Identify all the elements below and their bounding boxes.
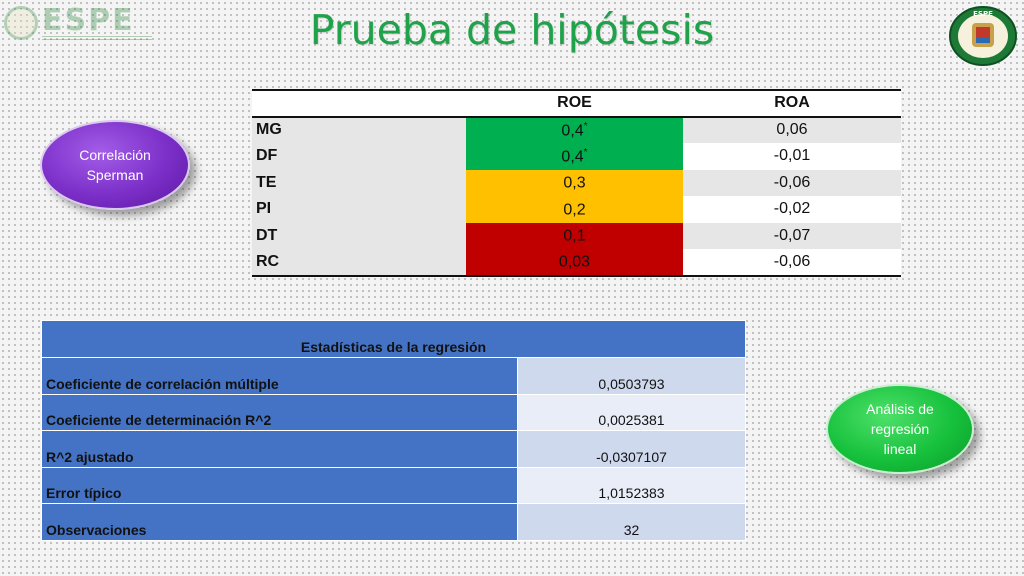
roe-value: 0,3 [563, 174, 586, 192]
table-row: Observaciones 32 [41, 503, 746, 541]
correlation-badge-label: Correlación Sperman [79, 147, 151, 183]
roe-cell: 0,4* [466, 143, 683, 170]
row-label: MG [252, 116, 466, 143]
row-label: DT [252, 222, 466, 249]
roa-cell: -0,07 [683, 222, 901, 249]
roa-cell: -0,02 [683, 196, 901, 223]
stat-label: Observaciones [41, 503, 518, 541]
logo-underline [42, 36, 152, 40]
table-row: Coeficiente de determinación R^2 0,00253… [41, 393, 746, 432]
seal-icon [4, 6, 38, 40]
stat-value: 0,0025381 [517, 393, 746, 432]
corr-header-roa: ROA [683, 90, 901, 118]
stat-label: R^2 ajustado [41, 430, 518, 468]
roe-value: 0,4 [561, 147, 584, 165]
roe-cell: 0,03 [466, 249, 683, 276]
espe-seal-icon: ESPE [949, 6, 1017, 66]
corr-header-empty [252, 90, 466, 118]
table-row: DF 0,4* -0,01 [252, 143, 901, 170]
correlation-table-body: MG 0,4* 0,06 DF 0,4* -0,01 TE 0,3 -0,06 … [252, 116, 901, 276]
roe-value: 0,1 [563, 227, 586, 245]
row-label: TE [252, 169, 466, 196]
table-row: MG 0,4* 0,06 [252, 116, 901, 143]
roe-value: 0,4 [561, 121, 584, 139]
stat-label: Error típico [41, 466, 518, 505]
table-row: Coeficiente de correlación múltiple 0,05… [41, 357, 746, 395]
correlation-header-row: ROE ROA [252, 90, 901, 118]
stat-label: Coeficiente de correlación múltiple [41, 357, 518, 395]
roa-cell: -0,06 [683, 249, 901, 276]
table-row: DT 0,1 -0,07 [252, 222, 901, 249]
logo-wordmark: ESPE [42, 6, 152, 40]
roa-cell: -0,01 [683, 143, 901, 170]
logo-left-text: ESPE [42, 3, 135, 38]
row-label: RC [252, 249, 466, 276]
logo-right-text: ESPE [973, 10, 993, 18]
stat-value: 0,0503793 [517, 357, 746, 395]
table-row: TE 0,3 -0,06 [252, 169, 901, 196]
roe-cell: 0,2 [466, 196, 683, 223]
row-label: DF [252, 143, 466, 170]
roa-cell: -0,06 [683, 169, 901, 196]
stat-value: -0,0307107 [517, 430, 746, 468]
roe-value: 0,03 [558, 253, 591, 271]
regression-table: Estadísticas de la regresión Coeficiente… [41, 320, 746, 541]
roa-cell: 0,06 [683, 116, 901, 143]
roe-value: 0,2 [563, 200, 586, 218]
significance-mark: * [583, 120, 588, 132]
table-row: PI 0,2 -0,02 [252, 196, 901, 223]
regression-header-row: Estadísticas de la regresión [41, 320, 746, 358]
espe-logo-left: ESPE [4, 2, 160, 44]
row-label: PI [252, 196, 466, 223]
stat-value: 32 [517, 503, 746, 541]
roe-cell: 0,3 [466, 169, 683, 196]
table-row: RC 0,03 -0,06 [252, 249, 901, 276]
table-row: Error típico 1,0152383 [41, 466, 746, 505]
correlation-badge: Correlación Sperman [40, 120, 190, 210]
regression-badge: Análisis de regresión lineal [826, 384, 974, 474]
table-row: R^2 ajustado -0,0307107 [41, 430, 746, 468]
significance-mark: * [583, 146, 588, 158]
stat-value: 1,0152383 [517, 466, 746, 505]
roe-cell: 0,4* [466, 116, 683, 143]
corr-header-roe: ROE [466, 90, 683, 118]
regression-table-title: Estadísticas de la regresión [41, 320, 746, 358]
regression-badge-label: Análisis de regresión lineal [866, 401, 934, 457]
correlation-table: ROE ROA MG 0,4* 0,06 DF 0,4* -0,01 TE 0,… [252, 89, 901, 277]
roe-cell: 0,1 [466, 222, 683, 249]
slide-title: Prueba de hipótesis [309, 6, 715, 54]
stat-label: Coeficiente de determinación R^2 [41, 393, 518, 432]
